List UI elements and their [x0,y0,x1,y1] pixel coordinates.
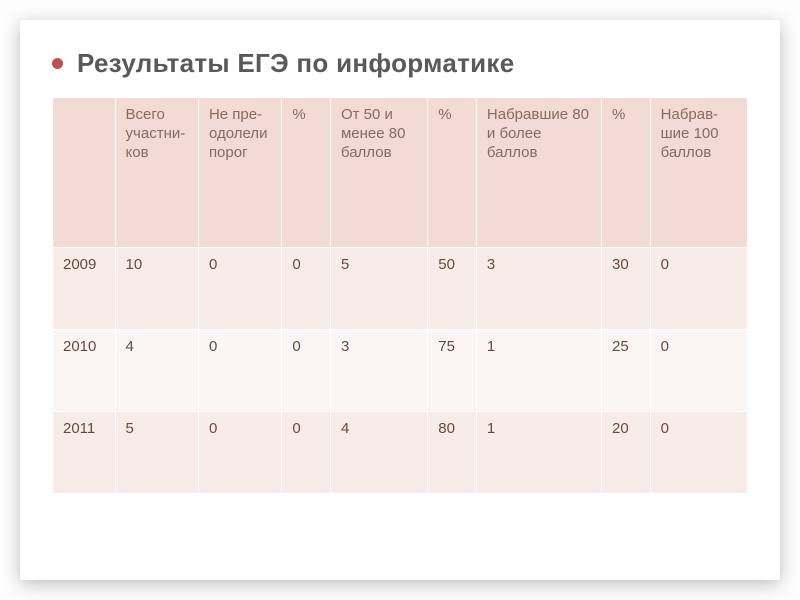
table-cell: 1 [476,330,601,412]
column-header: Набрав-шие 100 баллов [650,98,747,248]
column-header: % [428,98,477,248]
table-cell: 5 [115,412,198,494]
table-header: Всего участни-ковНе пре-одолели порог%От… [53,98,748,248]
table-cell: 3 [330,330,427,412]
table-cell: 75 [428,330,477,412]
table-cell: 2010 [53,330,116,412]
table-cell: 2011 [53,412,116,494]
column-header: Всего участни-ков [115,98,198,248]
table-cell: 10 [115,248,198,330]
bullet-icon [52,58,63,69]
column-header: От 50 и менее 80 баллов [330,98,427,248]
table-cell: 0 [650,330,747,412]
table-cell: 0 [282,248,331,330]
table-row: 20115004801200 [53,412,748,494]
table-cell: 4 [115,330,198,412]
table-cell: 4 [330,412,427,494]
table-cell: 0 [650,412,747,494]
table-row: 20104003751250 [53,330,748,412]
table-cell: 1 [476,412,601,494]
column-header: Набравшие 80 и более баллов [476,98,601,248]
column-header: Не пре-одолели порог [198,98,281,248]
table-cell: 0 [282,330,331,412]
slide-card: Результаты ЕГЭ по информатике Всего учас… [20,20,780,580]
results-table: Всего участни-ковНе пре-одолели порог%От… [52,97,748,494]
table-cell: 25 [602,330,651,412]
table-cell: 0 [198,330,281,412]
page-title: Результаты ЕГЭ по информатике [77,48,514,79]
table-cell: 30 [602,248,651,330]
table-cell: 3 [476,248,601,330]
table-cell: 50 [428,248,477,330]
column-header: % [602,98,651,248]
table-cell: 0 [198,248,281,330]
table-body: 2009100055033002010400375125020115004801… [53,248,748,494]
column-header: % [282,98,331,248]
title-row: Результаты ЕГЭ по информатике [52,48,748,79]
table-cell: 5 [330,248,427,330]
table-cell: 20 [602,412,651,494]
table-cell: 2009 [53,248,116,330]
table-cell: 0 [282,412,331,494]
column-header [53,98,116,248]
table-row: 200910005503300 [53,248,748,330]
table-cell: 80 [428,412,477,494]
table-cell: 0 [198,412,281,494]
table-cell: 0 [650,248,747,330]
